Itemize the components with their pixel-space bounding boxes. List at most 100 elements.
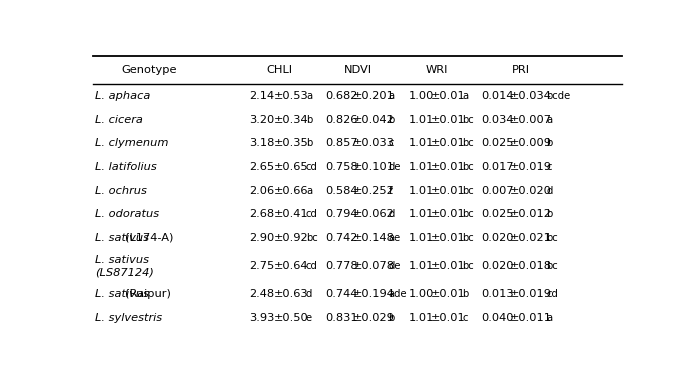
Text: cd: cd — [306, 261, 318, 271]
Text: ±0.01: ±0.01 — [431, 261, 466, 271]
Text: ±0.201: ±0.201 — [353, 91, 395, 101]
Text: 0.020: 0.020 — [482, 261, 514, 271]
Text: ±0.029: ±0.029 — [353, 313, 395, 323]
Text: ±0.01: ±0.01 — [431, 162, 466, 172]
Text: ±0.252: ±0.252 — [353, 186, 395, 196]
Text: ±0.019: ±0.019 — [510, 162, 551, 172]
Text: 1.01: 1.01 — [408, 115, 434, 125]
Text: ±0.009: ±0.009 — [510, 138, 551, 148]
Text: 1.01: 1.01 — [408, 233, 434, 243]
Text: cd: cd — [546, 289, 558, 299]
Text: 0.013: 0.013 — [482, 289, 514, 299]
Text: ±0.01: ±0.01 — [431, 289, 466, 299]
Text: 1.01: 1.01 — [408, 138, 434, 148]
Text: b: b — [546, 209, 553, 219]
Text: 1.01: 1.01 — [408, 162, 434, 172]
Text: ±0.148: ±0.148 — [353, 233, 395, 243]
Text: 1.01: 1.01 — [408, 186, 434, 196]
Text: d: d — [306, 289, 312, 299]
Text: a: a — [306, 186, 312, 196]
Text: L. ochrus: L. ochrus — [95, 186, 147, 196]
Text: ±0.64: ±0.64 — [273, 261, 308, 271]
Text: de: de — [388, 162, 401, 172]
Text: 1.01: 1.01 — [408, 209, 434, 219]
Text: ±0.021: ±0.021 — [510, 233, 551, 243]
Text: ±0.01: ±0.01 — [431, 186, 466, 196]
Text: 0.034: 0.034 — [482, 115, 514, 125]
Text: ±0.53: ±0.53 — [273, 91, 308, 101]
Text: cd: cd — [306, 162, 318, 172]
Text: ±0.034: ±0.034 — [510, 91, 551, 101]
Text: 0.040: 0.040 — [482, 313, 514, 323]
Text: L. latifolius: L. latifolius — [95, 162, 157, 172]
Text: 2.48: 2.48 — [250, 289, 275, 299]
Text: 2.06: 2.06 — [250, 186, 275, 196]
Text: ade: ade — [388, 289, 407, 299]
Text: bc: bc — [546, 233, 558, 243]
Text: e: e — [306, 313, 312, 323]
Text: 0.857: 0.857 — [325, 138, 358, 148]
Text: L. cicera: L. cicera — [95, 115, 143, 125]
Text: 0.758: 0.758 — [325, 162, 358, 172]
Text: ±0.078: ±0.078 — [353, 261, 395, 271]
Text: bc: bc — [463, 209, 474, 219]
Text: NDVI: NDVI — [344, 65, 372, 75]
Text: Genotype: Genotype — [121, 65, 177, 75]
Text: ±0.194: ±0.194 — [353, 289, 395, 299]
Text: d: d — [546, 186, 553, 196]
Text: 2.68: 2.68 — [250, 209, 275, 219]
Text: 0.831: 0.831 — [325, 313, 358, 323]
Text: 2.90: 2.90 — [250, 233, 275, 243]
Text: ±0.020: ±0.020 — [510, 186, 551, 196]
Text: CHLI: CHLI — [266, 65, 293, 75]
Text: ±0.01: ±0.01 — [431, 233, 466, 243]
Text: PRI: PRI — [512, 65, 530, 75]
Text: 3.20: 3.20 — [250, 115, 275, 125]
Text: ae: ae — [388, 233, 401, 243]
Text: ±0.34: ±0.34 — [273, 115, 308, 125]
Text: (L174-A): (L174-A) — [125, 233, 174, 243]
Text: L. clymenum: L. clymenum — [95, 138, 169, 148]
Text: c: c — [463, 313, 468, 323]
Text: de: de — [388, 261, 401, 271]
Text: bc: bc — [463, 162, 474, 172]
Text: bc: bc — [546, 261, 558, 271]
Text: bc: bc — [463, 115, 474, 125]
Text: ±0.66: ±0.66 — [273, 186, 308, 196]
Text: ±0.062: ±0.062 — [353, 209, 395, 219]
Text: bcde: bcde — [546, 91, 571, 101]
Text: L. sativus: L. sativus — [95, 255, 149, 265]
Text: (Raipur): (Raipur) — [125, 289, 171, 299]
Text: ±0.92: ±0.92 — [273, 233, 308, 243]
Text: 0.794: 0.794 — [325, 209, 358, 219]
Text: 1.01: 1.01 — [408, 261, 434, 271]
Text: b: b — [546, 138, 553, 148]
Text: 0.584: 0.584 — [325, 186, 358, 196]
Text: d: d — [388, 209, 395, 219]
Text: bc: bc — [463, 138, 474, 148]
Text: c: c — [388, 138, 394, 148]
Text: bc: bc — [463, 261, 474, 271]
Text: ±0.01: ±0.01 — [431, 313, 466, 323]
Text: b: b — [388, 313, 395, 323]
Text: 0.778: 0.778 — [325, 261, 358, 271]
Text: ±0.019: ±0.019 — [510, 289, 551, 299]
Text: ±0.65: ±0.65 — [273, 162, 308, 172]
Text: a: a — [546, 115, 553, 125]
Text: ±0.018: ±0.018 — [510, 261, 551, 271]
Text: ±0.01: ±0.01 — [431, 115, 466, 125]
Text: ±0.01: ±0.01 — [431, 138, 466, 148]
Text: a: a — [546, 313, 553, 323]
Text: b: b — [463, 289, 469, 299]
Text: ±0.63: ±0.63 — [273, 289, 308, 299]
Text: 0.020: 0.020 — [482, 233, 514, 243]
Text: bc: bc — [306, 233, 318, 243]
Text: a: a — [463, 91, 468, 101]
Text: 0.742: 0.742 — [325, 233, 357, 243]
Text: (LS87124): (LS87124) — [95, 268, 154, 278]
Text: ±0.011: ±0.011 — [510, 313, 551, 323]
Text: b: b — [306, 138, 312, 148]
Text: 3.93: 3.93 — [250, 313, 275, 323]
Text: ±0.35: ±0.35 — [273, 138, 308, 148]
Text: 0.025: 0.025 — [482, 138, 514, 148]
